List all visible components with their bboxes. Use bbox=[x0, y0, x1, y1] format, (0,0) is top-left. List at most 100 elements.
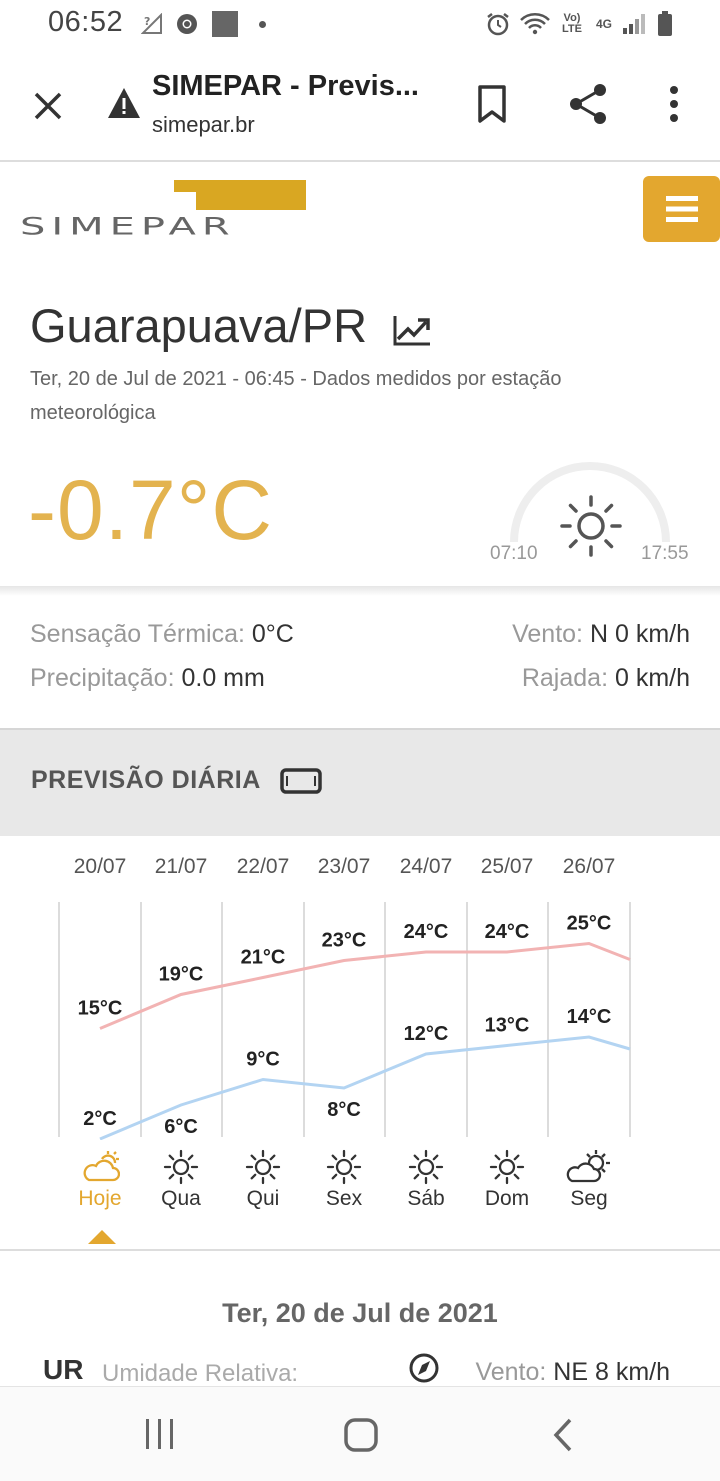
forecast-day-0[interactable]: Hoje bbox=[60, 1148, 140, 1224]
browser-toolbar: SIMEPAR - Previs... simepar.br bbox=[0, 50, 720, 162]
volte-label: Vo) LTE bbox=[562, 12, 582, 35]
chrome-icon bbox=[174, 12, 200, 36]
forecast-date: 26/07 bbox=[562, 855, 616, 878]
forecast-day-1[interactable]: Qua bbox=[141, 1148, 221, 1224]
section-divider bbox=[0, 1249, 720, 1251]
menu-button[interactable] bbox=[643, 176, 720, 242]
forecast-date: 23/07 bbox=[317, 855, 371, 878]
partly-sunny-icon bbox=[549, 1148, 629, 1186]
precipitation: Precipitação: 0.0 mm bbox=[30, 664, 265, 692]
sunset-time: 17:55 bbox=[641, 543, 689, 564]
gust-stat: Rajada: 0 km/h bbox=[521, 664, 690, 692]
status-clock: 06:52 bbox=[48, 6, 124, 38]
forecast-day-3[interactable]: Sex bbox=[304, 1148, 384, 1224]
network-type-label: 4G bbox=[595, 17, 612, 31]
max-temp-label: 21°C bbox=[241, 947, 286, 969]
forecast-day-4[interactable]: Sáb bbox=[386, 1148, 466, 1224]
forecast-day-6[interactable]: Seg bbox=[549, 1148, 629, 1224]
forecast-day-name: Dom bbox=[484, 1187, 530, 1210]
sun-icon bbox=[141, 1148, 221, 1186]
sun-icon bbox=[223, 1148, 303, 1186]
max-temp-label: 15°C bbox=[78, 998, 123, 1020]
alarm-icon bbox=[484, 12, 512, 36]
forecast-day-5[interactable]: Dom bbox=[467, 1148, 547, 1224]
forecast-day-name: Qui bbox=[246, 1187, 280, 1210]
min-temp-label: 13°C bbox=[485, 1015, 530, 1037]
home-icon bbox=[344, 1418, 378, 1452]
feels-like: Sensação Térmica: 0°C bbox=[30, 620, 294, 648]
current-temperature: -0.7°C bbox=[28, 463, 273, 557]
share-button[interactable] bbox=[566, 82, 610, 126]
svg-text:?: ? bbox=[144, 15, 150, 28]
forecast-chart: 15°C 2°C 19°C 6°C 21°C 9°C 23°C 8°C 24°C 12°C 24°C… bbox=[58, 902, 631, 1140]
recent-apps-button[interactable] bbox=[144, 1417, 176, 1451]
image-notification-icon bbox=[211, 11, 239, 37]
detail-wind: Vento: NE 8 km/h bbox=[475, 1358, 670, 1386]
status-bar: 06:52 ? Vo) LTE 4G bbox=[0, 0, 720, 50]
forecast-date: 20/07 bbox=[73, 855, 127, 878]
wind-stat: Vento: N 0 km/h bbox=[512, 620, 690, 648]
home-button[interactable] bbox=[343, 1417, 379, 1453]
max-temp-label: 25°C bbox=[567, 913, 612, 935]
daily-forecast-header bbox=[0, 728, 720, 836]
max-temp-label: 23°C bbox=[322, 930, 367, 952]
min-temp-label: 9°C bbox=[246, 1049, 280, 1071]
no-signal-icon: ? bbox=[140, 12, 164, 36]
recents-icon bbox=[146, 1419, 173, 1449]
forecast-day-name: Hoje bbox=[78, 1187, 122, 1210]
close-tab-button[interactable] bbox=[30, 88, 66, 124]
min-temp-label: 6°C bbox=[164, 1116, 198, 1138]
android-nav-bar bbox=[0, 1386, 720, 1481]
security-warning-icon[interactable] bbox=[106, 86, 142, 120]
section-divider bbox=[0, 586, 720, 596]
max-temp-label: 24°C bbox=[404, 921, 449, 943]
city-name: Guarapuava/PR bbox=[30, 299, 368, 352]
logo-text: SIMEPAR bbox=[20, 212, 236, 240]
min-series-line bbox=[99, 1035, 631, 1140]
forecast-date: 24/07 bbox=[399, 855, 453, 878]
signal-strength-icon bbox=[620, 12, 648, 36]
daily-forecast-title: PREVISÃO DIÁRIA bbox=[31, 766, 261, 794]
share-icon bbox=[570, 84, 606, 124]
trending-up-icon bbox=[393, 316, 430, 346]
forecast-day-name: Sex bbox=[325, 1187, 363, 1210]
forecast-day-name: Seg bbox=[570, 1187, 608, 1210]
forecast-date: 21/07 bbox=[154, 855, 208, 878]
more-options-button[interactable] bbox=[662, 84, 686, 124]
trend-chart-button[interactable] bbox=[392, 314, 432, 348]
sun-icon bbox=[304, 1148, 384, 1186]
selected-day-caret bbox=[88, 1230, 116, 1249]
page-url[interactable]: simepar.br bbox=[152, 112, 255, 137]
ur-label: UR bbox=[43, 1354, 84, 1385]
hamburger-icon bbox=[665, 196, 698, 222]
notification-dot-icon bbox=[256, 12, 268, 36]
min-temp-label: 8°C bbox=[327, 1099, 361, 1121]
selected-day-date: Ter, 20 de Jul de 2021 bbox=[222, 1298, 498, 1328]
max-series-line bbox=[99, 941, 631, 1030]
back-button[interactable] bbox=[550, 1417, 576, 1453]
rotate-device-button[interactable] bbox=[280, 768, 322, 794]
battery-icon bbox=[654, 11, 676, 36]
bookmark-button[interactable] bbox=[474, 84, 510, 124]
page-title[interactable]: SIMEPAR - Previs... bbox=[152, 70, 419, 102]
forecast-day-name: Qua bbox=[161, 1187, 201, 1210]
humidity-label: Umidade Relativa: bbox=[102, 1360, 299, 1387]
wifi-icon bbox=[518, 12, 552, 36]
min-temp-label: 12°C bbox=[404, 1023, 449, 1045]
phone-landscape-icon bbox=[280, 768, 322, 794]
back-icon bbox=[553, 1418, 572, 1452]
min-temp-label: 2°C bbox=[83, 1108, 117, 1130]
max-temp-label: 24°C bbox=[485, 921, 530, 943]
max-temp-label: 19°C bbox=[159, 964, 204, 986]
partly-cloudy-icon bbox=[60, 1148, 140, 1186]
forecast-day-2[interactable]: Qui bbox=[223, 1148, 303, 1224]
sunrise-time: 07:10 bbox=[490, 543, 538, 564]
sun-icon bbox=[467, 1148, 547, 1186]
measurement-info: Ter, 20 de Jul de 2021 - 06:45 - Dados m… bbox=[30, 368, 562, 424]
min-temp-label: 14°C bbox=[567, 1006, 612, 1028]
detail-row: UR Umidade Relativa: Vento: NE 8 km/h bbox=[0, 1352, 720, 1392]
bookmark-icon bbox=[478, 85, 506, 123]
simepar-logo[interactable]: SIMEPAR bbox=[20, 178, 310, 242]
forecast-day-name: Sáb bbox=[407, 1187, 445, 1210]
more-vertical-icon bbox=[670, 86, 678, 122]
